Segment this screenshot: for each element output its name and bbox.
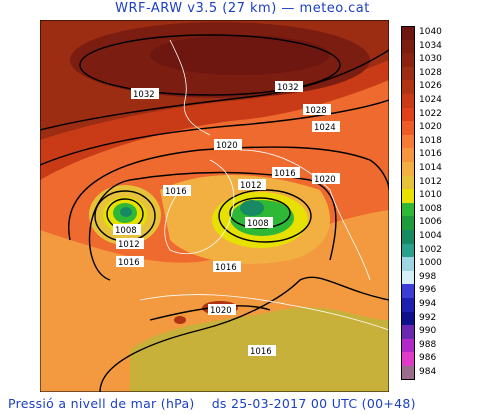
legend-swatch: [401, 53, 415, 67]
legend-swatch: [401, 366, 415, 380]
legend-swatch: [401, 134, 415, 149]
isobar-1028: [40, 49, 389, 131]
isobar-label: 1032: [133, 90, 155, 100]
legend-swatch: [401, 189, 415, 203]
isobar-label: 1020: [314, 175, 336, 185]
isobar-label: 1024: [314, 123, 336, 133]
legend-level: 1028: [419, 67, 442, 78]
legend-level: 1018: [419, 135, 442, 146]
legend-level: 986: [419, 353, 437, 364]
isobar-label: 1016: [215, 263, 237, 273]
coastlines: [139, 39, 389, 331]
legend-level: 1008: [419, 203, 442, 214]
isobar-label: 1016: [165, 187, 187, 197]
africa-small-low-2: [174, 316, 186, 324]
isobar-label: 1016: [274, 169, 296, 179]
legend-level: 1012: [419, 176, 442, 187]
legend-level: 1030: [419, 54, 442, 65]
legend-swatch: [401, 352, 415, 366]
legend-swatch: [401, 26, 415, 40]
legend-level: 1000: [419, 258, 442, 269]
isobar-label: 1032: [277, 83, 299, 93]
legend-swatch: [401, 39, 415, 54]
isobar-label: 1008: [247, 219, 269, 229]
legend-swatch: [401, 202, 415, 217]
isobar-1024: [40, 99, 389, 166]
legend-level: 994: [419, 299, 437, 309]
legend-swatch: [401, 270, 415, 285]
pressure-map: 1032 1032 1028 1024 1020 1016 1012 1016 …: [40, 20, 389, 392]
variable-label: Pressió a nivell de mar (hPa): [8, 396, 195, 411]
legend-level: 996: [419, 285, 437, 296]
isobar-1016-south: [99, 276, 389, 392]
legend-swatch: [401, 216, 415, 230]
isobar-label: 1020: [216, 141, 238, 151]
legend-level: 998: [419, 271, 437, 282]
uk-coast: [169, 39, 211, 136]
legend-level: 990: [419, 326, 437, 337]
high-center: [150, 35, 330, 75]
map-title: WRF-ARW v3.5 (27 km) — meteo.cat: [115, 1, 370, 16]
legend-level: 1024: [419, 95, 442, 105]
legend-swatch: [401, 148, 415, 162]
legend-level: 1022: [419, 108, 442, 119]
france-italy-coast: [239, 149, 371, 281]
legend-swatch: [401, 66, 415, 81]
legend-swatch: [401, 162, 415, 176]
legend-level: 1002: [419, 244, 442, 255]
legend-frame: [401, 26, 415, 380]
isobar-label: 1012: [118, 240, 140, 250]
legend-level: 1004: [419, 231, 442, 241]
legend-swatch: [401, 257, 415, 271]
legend-level: 1020: [419, 122, 442, 133]
legend-swatch: [401, 284, 415, 298]
legend-swatch: [401, 121, 415, 135]
legend-level: 1016: [419, 149, 442, 160]
iberia-coast: [164, 159, 235, 255]
color-legend: 1040 1034 1030 1028 1026 1024 1022 1020 1018 1016…: [398, 22, 478, 392]
isobar-labels: 1032 1032 1028 1024 1020 1016 1012 1016 …: [113, 81, 340, 357]
legend-level: 984: [419, 367, 437, 377]
legend-level: 1010: [419, 190, 442, 201]
run-label: ds 25-03-2017 00 UTC (00+48): [211, 396, 416, 411]
isobar-1016: [88, 171, 337, 281]
legend-swatch: [401, 243, 415, 258]
isobar-label: 1020: [210, 306, 232, 316]
legend-level: 1006: [419, 217, 442, 228]
legend-swatch: [401, 94, 415, 108]
legend-swatch: [401, 175, 415, 190]
isobar-label: 1012: [240, 181, 262, 191]
legend-swatch: [401, 298, 415, 312]
legend-swatch: [401, 338, 415, 353]
legend-level: 988: [419, 339, 437, 350]
isobar-label: 1028: [305, 106, 327, 116]
legend-level: 1026: [419, 81, 442, 92]
legend-swatch: [401, 325, 415, 339]
africa-coast: [139, 294, 389, 331]
legend-level: 1040: [419, 27, 442, 37]
legend-level: 992: [419, 312, 437, 323]
legend-swatch: [401, 80, 415, 94]
central-low-core: [240, 200, 264, 216]
map-footer: Pressió a nivell de mar (hPa) ds 25-03-2…: [8, 396, 416, 411]
legend-swatch: [401, 230, 415, 244]
isobar-1020: [68, 146, 389, 241]
isobar-1032: [79, 34, 341, 96]
west-low-center: [120, 207, 132, 217]
legend-swatch: [401, 107, 415, 122]
isobar-label: 1008: [115, 226, 137, 236]
isobar-label: 1016: [118, 258, 140, 268]
legend-level: 1014: [419, 163, 442, 173]
legend-level: 1034: [419, 40, 442, 51]
isobar-label: 1016: [250, 347, 272, 357]
legend-swatch: [401, 311, 415, 326]
